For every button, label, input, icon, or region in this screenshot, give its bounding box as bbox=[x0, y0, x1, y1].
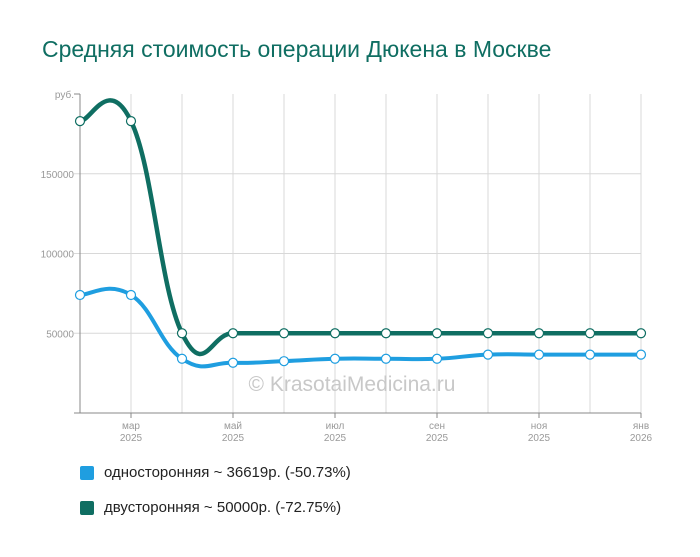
x-tick-month: ноя bbox=[531, 421, 548, 432]
data-point bbox=[533, 349, 545, 360]
legend-swatch bbox=[80, 465, 94, 480]
series-line-односторонняя bbox=[80, 286, 642, 369]
x-tick-year: 2025 bbox=[426, 433, 449, 444]
x-tick-year: 2025 bbox=[324, 433, 347, 444]
y-tick-label: 100000 bbox=[41, 250, 75, 261]
data-point bbox=[125, 289, 137, 301]
x-tick-month: янв bbox=[633, 421, 649, 432]
legend-swatch bbox=[80, 500, 94, 515]
y-tick-label: 150000 bbox=[41, 170, 75, 181]
chart-title: Средняя стоимость операции Дюкена в Моск… bbox=[42, 36, 552, 62]
data-point bbox=[125, 116, 137, 127]
data-point bbox=[74, 116, 86, 127]
data-point bbox=[482, 328, 494, 339]
data-point bbox=[431, 353, 443, 364]
series-line-двусторонняя bbox=[80, 98, 641, 357]
data-point bbox=[329, 353, 341, 364]
data-point bbox=[227, 357, 239, 368]
legend-label: односторонняя ~ 36619р. (-50.73%) bbox=[104, 464, 351, 481]
legend-item-two-sided[interactable]: двусторонняя ~ 50000р. (-72.75%) bbox=[80, 499, 341, 516]
x-tick-month: сен bbox=[429, 421, 445, 432]
data-point bbox=[380, 353, 392, 364]
x-tick-month: мар bbox=[122, 421, 140, 432]
data-point bbox=[278, 328, 290, 339]
watermark: © KrasotaiMedicina.ru bbox=[249, 373, 456, 396]
x-tick-month: июл bbox=[326, 421, 345, 432]
data-point bbox=[278, 356, 290, 367]
data-point bbox=[635, 328, 647, 339]
data-point bbox=[380, 328, 392, 339]
data-point bbox=[635, 349, 647, 360]
data-point bbox=[176, 353, 188, 364]
y-tick-label: 50000 bbox=[46, 329, 74, 340]
legend-item-one-sided[interactable]: односторонняя ~ 36619р. (-50.73%) bbox=[80, 464, 351, 481]
data-point bbox=[584, 349, 596, 360]
legend-label: двусторонняя ~ 50000р. (-72.75%) bbox=[104, 499, 342, 516]
data-point bbox=[227, 328, 239, 339]
y-axis-unit: руб. bbox=[55, 89, 74, 101]
x-tick-year: 2025 bbox=[222, 433, 245, 444]
data-point bbox=[431, 328, 443, 339]
data-point bbox=[584, 328, 596, 339]
x-tick-year: 2025 bbox=[120, 433, 143, 444]
data-point bbox=[482, 349, 494, 360]
data-point bbox=[176, 328, 188, 339]
x-tick-year: 2025 bbox=[528, 433, 551, 444]
data-point bbox=[533, 328, 545, 339]
data-point bbox=[329, 328, 341, 339]
x-tick-year: 2026 bbox=[630, 433, 653, 444]
data-point bbox=[74, 289, 86, 301]
x-tick-month: май bbox=[224, 421, 242, 432]
